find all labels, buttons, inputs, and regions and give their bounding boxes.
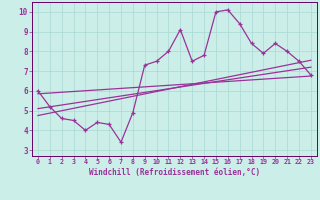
X-axis label: Windchill (Refroidissement éolien,°C): Windchill (Refroidissement éolien,°C) bbox=[89, 168, 260, 177]
